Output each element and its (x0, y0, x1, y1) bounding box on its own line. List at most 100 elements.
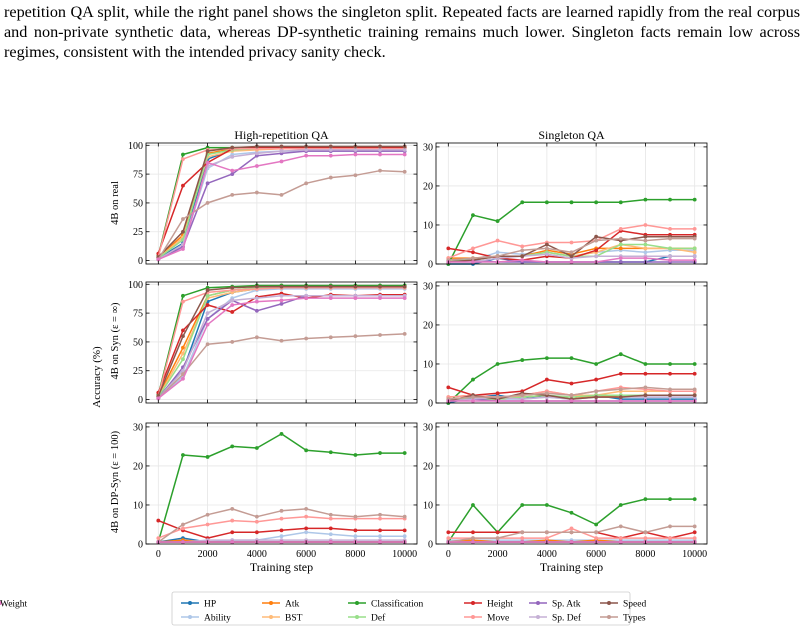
data-point (618, 256, 623, 261)
data-point (569, 526, 574, 531)
data-point (520, 503, 525, 507)
data-point (643, 246, 648, 251)
data-point (495, 362, 500, 366)
legend-label-speed: Speed (623, 599, 646, 609)
data-point (692, 246, 697, 251)
data-point (594, 200, 599, 205)
data-point (205, 322, 210, 327)
data-point (668, 254, 672, 259)
data-point (569, 399, 574, 403)
data-point (230, 303, 235, 307)
data-point (205, 342, 210, 347)
y-tick-label: 100 (128, 280, 143, 291)
legend-marker-classification (355, 601, 359, 605)
data-point (618, 524, 623, 529)
data-point (156, 536, 161, 541)
legend-label-types: Types (623, 613, 646, 623)
legend-label-ability: Ability (204, 613, 231, 623)
data-point (643, 250, 648, 255)
data-point (643, 256, 648, 261)
plot-frame (145, 142, 418, 265)
data-point (328, 540, 333, 544)
data-point (254, 164, 259, 168)
data-point (544, 391, 549, 396)
data-point (304, 181, 309, 186)
data-point (544, 200, 549, 205)
data-point (594, 234, 599, 239)
x-tick-label: 2000 (198, 549, 218, 560)
data-point (692, 497, 697, 502)
data-point (594, 530, 599, 535)
data-point (402, 284, 407, 289)
y-tick-label: 50 (133, 337, 143, 348)
data-point (692, 524, 697, 529)
data-point (254, 151, 259, 156)
data-point (156, 257, 161, 262)
legend-marker-atk (269, 601, 273, 605)
legend-marker-def (355, 615, 359, 619)
data-point (181, 351, 185, 356)
data-point (181, 157, 185, 162)
y-tick-label: 10 (423, 359, 433, 370)
data-point (279, 508, 284, 513)
y-tick-label: 10 (423, 220, 433, 231)
data-point (353, 453, 358, 457)
data-point (618, 387, 623, 392)
panel-1: 0 10 20 30 (423, 142, 708, 271)
y-tick-label: 30 (133, 422, 143, 433)
data-point (402, 169, 407, 174)
data-point (520, 393, 525, 398)
data-point (230, 285, 235, 290)
data-point (181, 368, 185, 373)
data-point (328, 526, 333, 531)
panel-3: 0 10 20 30 (423, 281, 708, 410)
y-tick-label: 10 (423, 500, 433, 511)
data-point (181, 334, 185, 339)
series-line-weight (158, 153, 405, 261)
data-point (402, 528, 407, 533)
legend-label-bst: BST (285, 613, 303, 623)
data-point (495, 250, 500, 255)
data-point (594, 248, 599, 253)
plot-frame (435, 281, 708, 404)
data-point (205, 181, 210, 186)
y-tick-label: 100 (128, 141, 143, 152)
data-point (205, 316, 210, 321)
data-point (520, 536, 525, 541)
data-point (254, 296, 259, 301)
data-point (692, 254, 697, 259)
data-point (279, 298, 284, 303)
legend-marker-weight (0, 601, 2, 605)
data-point (304, 284, 309, 289)
data-point (446, 246, 451, 251)
data-point (181, 152, 185, 157)
data-point (495, 391, 500, 396)
data-point (279, 528, 284, 533)
data-point (304, 336, 309, 341)
data-point (156, 518, 161, 523)
x-tick-label: 10000 (682, 549, 707, 560)
data-point (471, 536, 475, 541)
legend-box (171, 591, 631, 626)
data-point (279, 149, 284, 153)
y-tick-label: 0 (138, 540, 143, 551)
data-point (205, 201, 210, 205)
data-point (569, 250, 574, 255)
data-point (569, 510, 574, 515)
data-point (254, 519, 259, 524)
data-point (618, 226, 623, 231)
data-point (618, 352, 623, 357)
data-point (643, 362, 648, 366)
data-point (279, 534, 284, 539)
data-point (181, 345, 185, 350)
data-point (304, 514, 309, 519)
data-point (279, 338, 284, 343)
row-label-syn: 4B on Syn (ε = ∞) (110, 302, 121, 380)
data-point (230, 540, 235, 544)
data-point (304, 530, 309, 535)
data-point (230, 444, 235, 449)
data-point (471, 377, 475, 382)
data-point (353, 514, 358, 519)
data-point (569, 381, 574, 386)
data-point (378, 296, 382, 301)
